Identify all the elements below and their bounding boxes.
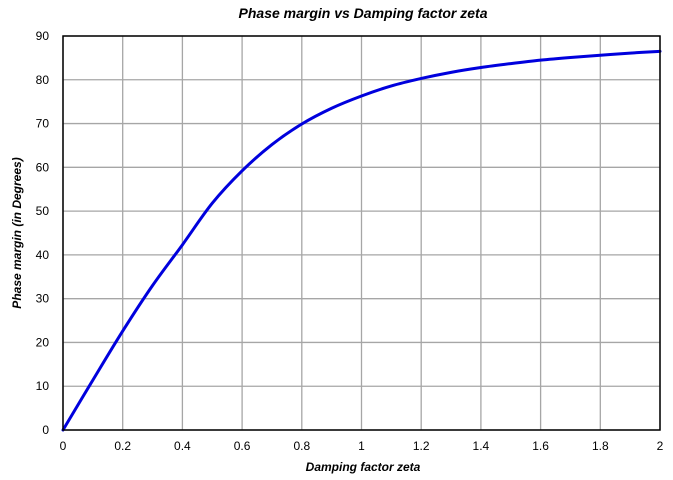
x-axis-label: Damping factor zeta <box>306 460 421 474</box>
x-tick-label: 0 <box>60 439 67 453</box>
y-tick-label: 60 <box>36 160 50 174</box>
plot-frame <box>62 35 661 431</box>
y-tick-label: 40 <box>36 248 50 262</box>
y-tick-label: 80 <box>36 73 50 87</box>
x-tick-label: 1.8 <box>592 439 609 453</box>
y-tick-label: 50 <box>36 204 50 218</box>
series-group <box>61 49 662 432</box>
y-tick-label: 90 <box>36 29 50 43</box>
y-tick-labels: 0 10 20 30 40 50 60 70 80 90 <box>36 29 50 437</box>
series-line <box>61 49 662 432</box>
y-tick-label: 30 <box>36 292 50 306</box>
y-tick-label: 70 <box>36 117 50 131</box>
x-tick-labels: 0 0.2 0.4 0.6 0.8 1 1.2 1.4 1.6 1.8 2 <box>60 439 664 453</box>
y-axis-label: Phase margin (in Degrees) <box>10 157 24 308</box>
chart-title: Phase margin vs Damping factor zeta <box>239 5 488 21</box>
x-tick-label: 0.2 <box>114 439 131 453</box>
y-tick-label: 0 <box>42 423 49 437</box>
x-tick-label: 0.4 <box>174 439 191 453</box>
x-tick-label: 1 <box>358 439 365 453</box>
x-tick-label: 0.6 <box>234 439 251 453</box>
y-tick-label: 10 <box>36 379 50 393</box>
x-tick-label: 1.4 <box>473 439 490 453</box>
x-tick-label: 1.2 <box>413 439 430 453</box>
x-tick-label: 0.8 <box>293 439 310 453</box>
x-tick-label: 2 <box>657 439 664 453</box>
x-tick-label: 1.6 <box>532 439 549 453</box>
y-tick-label: 20 <box>36 335 50 349</box>
